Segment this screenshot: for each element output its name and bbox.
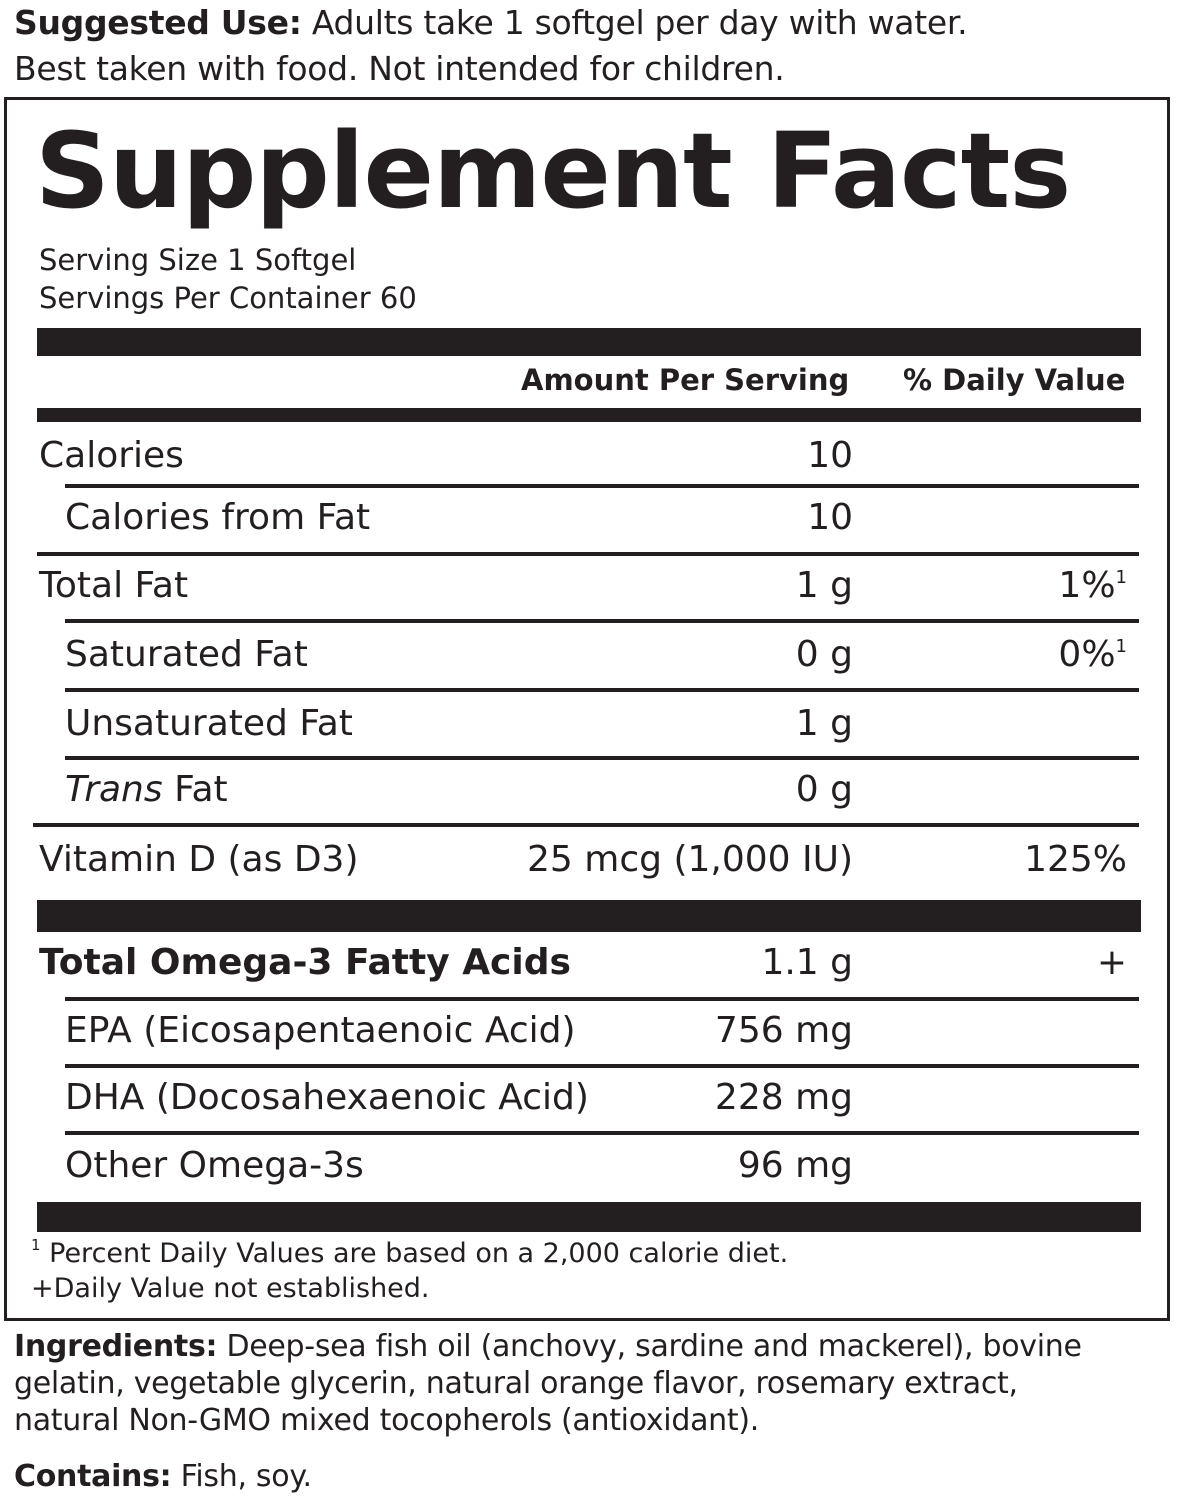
suggested-use-label: Suggested Use:	[14, 3, 302, 42]
nutrient-amount: 1.1 g	[761, 942, 853, 983]
panel-title: Supplement Facts	[35, 110, 1071, 232]
ingredients-line-2: gelatin, vegetable glycerin, natural ora…	[14, 1366, 1018, 1401]
nutrient-row-other-omega-3s: Other Omega-3s 96 mg	[7, 1145, 1167, 1205]
thick-divider-top	[37, 328, 1141, 356]
contains-value: Fish, soy.	[171, 1459, 312, 1494]
nutrient-name: Total Fat	[39, 565, 189, 606]
row-divider	[37, 552, 1139, 556]
row-divider	[33, 823, 1139, 827]
header-amount-per-serving: Amount Per Serving	[521, 363, 850, 397]
contains-label: Contains:	[14, 1459, 172, 1494]
nutrient-name: DHA (Docosahexaenoic Acid)	[65, 1077, 589, 1118]
nutrient-row-total-omega-3: Total Omega-3 Fatty Acids 1.1 g +	[7, 942, 1167, 1002]
nutrient-amount: 0 g	[795, 634, 853, 675]
nutrient-name: Saturated Fat	[65, 634, 308, 675]
nutrient-amount: 96 mg	[737, 1145, 853, 1186]
nutrient-amount: 228 mg	[714, 1077, 853, 1118]
row-divider	[65, 997, 1139, 1001]
ingredients-line-3: natural Non-GMO mixed tocopherols (antio…	[14, 1403, 759, 1438]
nutrient-row-epa: EPA (Eicosapentaenoic Acid) 756 mg	[7, 1010, 1167, 1070]
nutrient-row-calories-from-fat: Calories from Fat 10	[7, 497, 1167, 557]
supplement-facts-panel: Supplement Facts Serving Size 1 Softgel …	[4, 97, 1170, 1321]
nutrient-name: Vitamin D (as D3)	[39, 839, 359, 880]
nutrient-row-unsaturated-fat: Unsaturated Fat 1 g	[7, 703, 1167, 763]
nutrient-amount: 1 g	[795, 565, 853, 606]
nutrient-daily-value: 125%	[1024, 839, 1127, 880]
nutrient-amount: 10	[807, 497, 853, 538]
medium-divider	[37, 408, 1141, 422]
row-divider	[65, 688, 1139, 692]
suggested-use-line-2: Best taken with food. Not intended for c…	[14, 49, 785, 88]
nutrient-row-saturated-fat: Saturated Fat 0 g 0%1	[7, 634, 1167, 694]
nutrient-name: Total Omega-3 Fatty Acids	[39, 942, 571, 983]
row-divider	[65, 484, 1139, 488]
nutrient-amount: 0 g	[795, 769, 853, 810]
ingredients-line-1: Deep-sea fish oil (anchovy, sardine and …	[217, 1329, 1082, 1364]
nutrient-name: Trans Fat	[65, 769, 228, 810]
suggested-use-line-1: Adults take 1 softgel per day with water…	[301, 3, 968, 42]
nutrient-name: Calories	[39, 435, 184, 476]
header-daily-value: % Daily Value	[903, 363, 1126, 397]
nutrient-row-trans-fat: Trans Fat 0 g	[7, 769, 1167, 829]
nutrient-row-calories: Calories 10	[7, 435, 1167, 495]
nutrient-amount: 10	[807, 435, 853, 476]
nutrient-name: Other Omega-3s	[65, 1145, 364, 1186]
footnote-daily-values: 1 Percent Daily Values are based on a 2,…	[31, 1236, 789, 1270]
thick-divider-middle	[37, 900, 1141, 932]
nutrient-amount: 1 g	[795, 703, 853, 744]
contains-text: Contains: Fish, soy.	[14, 1458, 1164, 1495]
row-divider	[65, 1131, 1139, 1135]
nutrient-name: Unsaturated Fat	[65, 703, 353, 744]
serving-size: Serving Size 1 Softgel	[39, 243, 357, 277]
row-divider	[65, 756, 1139, 760]
nutrient-name: EPA (Eicosapentaenoic Acid)	[65, 1010, 576, 1051]
footnotes: 1 Percent Daily Values are based on a 2,…	[31, 1236, 788, 1306]
suggested-use-text: Suggested Use: Adults take 1 softgel per…	[14, 0, 1164, 92]
thick-divider-bottom	[37, 1202, 1141, 1232]
nutrient-row-total-fat: Total Fat 1 g 1%1	[7, 565, 1167, 625]
nutrient-daily-value: 1%1	[1058, 565, 1127, 606]
footnote-not-established: +Daily Value not established.	[31, 1273, 430, 1304]
row-divider	[65, 619, 1139, 623]
nutrient-row-vitamin-d: Vitamin D (as D3) 25 mcg (1,000 IU) 125%	[7, 839, 1167, 899]
row-divider	[65, 1064, 1139, 1068]
nutrient-daily-value: 0%1	[1058, 634, 1127, 675]
nutrient-name: Calories from Fat	[65, 497, 371, 538]
nutrient-row-dha: DHA (Docosahexaenoic Acid) 228 mg	[7, 1077, 1167, 1137]
ingredients-label: Ingredients:	[14, 1329, 218, 1364]
nutrient-daily-value: +	[1096, 942, 1127, 983]
nutrient-amount: 25 mcg (1,000 IU)	[527, 839, 853, 880]
nutrient-amount: 756 mg	[714, 1010, 853, 1051]
servings-per-container: Servings Per Container 60	[39, 281, 417, 315]
ingredients-text: Ingredients: Deep-sea fish oil (anchovy,…	[14, 1328, 1164, 1439]
